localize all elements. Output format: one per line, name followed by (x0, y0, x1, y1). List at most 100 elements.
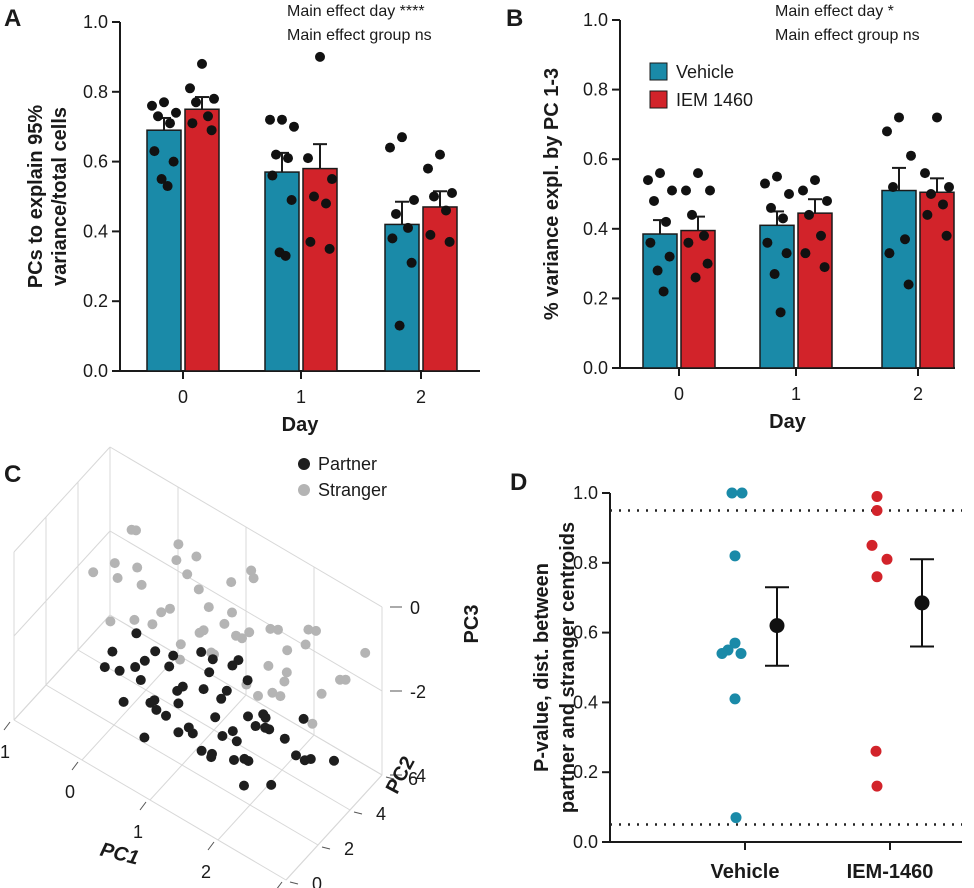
x-tick-mark (71, 761, 79, 771)
stranger-point (132, 562, 143, 573)
partner-point (196, 745, 207, 756)
stranger-point (273, 624, 283, 635)
partner-point (233, 655, 244, 666)
partner-point (164, 661, 175, 672)
data-point (168, 156, 179, 167)
y-tick-label: 2 (344, 839, 354, 859)
data-point (894, 112, 904, 123)
data-point (156, 174, 167, 185)
stranger-point (165, 603, 175, 614)
partner-point (266, 779, 277, 790)
data-point (705, 185, 715, 196)
partner-point (298, 713, 309, 724)
data-point (690, 272, 701, 283)
stranger-point (109, 558, 120, 569)
partner-point (168, 650, 179, 661)
stat-annotation: Main effect day **** (287, 3, 425, 20)
partner-point (196, 647, 207, 658)
stranger-point (171, 555, 182, 566)
data-point (667, 185, 677, 196)
partner-point (227, 726, 238, 737)
data-point (683, 237, 694, 248)
floor-grid-line (77, 649, 351, 811)
data-point (652, 265, 663, 276)
stranger-point (219, 618, 230, 629)
stranger-point (246, 565, 257, 576)
data-point (716, 648, 728, 660)
stranger-point (112, 573, 123, 583)
data-point (203, 111, 213, 122)
stranger-point (191, 551, 202, 562)
data-point (327, 174, 337, 185)
partner-point (217, 731, 228, 741)
data-point (185, 83, 195, 94)
partner-point (243, 711, 253, 722)
partner-point (204, 667, 215, 678)
partner-point (130, 662, 141, 673)
stranger-point (88, 567, 99, 578)
stranger-point (147, 619, 158, 630)
data-point (305, 236, 316, 247)
x-tick-mark (207, 841, 215, 851)
stat-annotation: Main effect group ns (287, 27, 432, 44)
data-point (397, 132, 407, 143)
data-point (784, 189, 794, 199)
floor-grid-line (13, 719, 287, 881)
data-point (798, 185, 808, 196)
data-point (409, 194, 419, 205)
data-point (736, 487, 748, 499)
y-tick-label: 0.4 (583, 219, 608, 239)
side-grid-line (13, 530, 111, 637)
data-point (778, 213, 788, 224)
y-tick-label: 0.2 (83, 291, 108, 311)
y-tick-label: 0.2 (573, 762, 598, 782)
bar (919, 191, 955, 369)
data-point (800, 248, 811, 259)
mean-point (914, 595, 930, 611)
data-point (926, 189, 936, 199)
stranger-point (129, 614, 140, 625)
partner-point (118, 696, 129, 707)
data-point (171, 107, 181, 118)
y-tick-label: 0.0 (583, 358, 608, 378)
y-tick-label: 0.2 (583, 288, 608, 308)
legend-swatch (649, 62, 668, 81)
partner-point (198, 684, 209, 695)
partner-point (183, 722, 194, 733)
stranger-point (105, 616, 116, 627)
data-point (447, 188, 457, 199)
partner-point (149, 695, 160, 706)
data-point (425, 229, 436, 240)
y-tick-label: 0.8 (83, 82, 108, 102)
data-point (693, 168, 703, 179)
y-tick-label: 0.0 (573, 832, 598, 852)
partner-point (239, 780, 249, 791)
x-tick-label: Vehicle (711, 861, 780, 883)
partner-point (207, 654, 218, 665)
floor-grid-line (45, 684, 319, 846)
data-point (882, 126, 892, 137)
data-point (303, 153, 313, 164)
data-point (871, 490, 883, 502)
data-point (661, 216, 671, 227)
partner-point (177, 681, 188, 692)
partner-point (131, 628, 142, 639)
data-point (403, 222, 413, 233)
data-point (941, 230, 952, 241)
floor-grid-line (217, 734, 315, 841)
data-point (206, 125, 217, 136)
y-axis-title: PCs to explain 95% variance/total cells (25, 105, 71, 289)
y-tick-label: 0.6 (583, 149, 608, 169)
y-axis-title-line: partner and stranger centroids (557, 522, 579, 813)
data-point (938, 199, 948, 210)
bar (146, 129, 182, 372)
data-point (888, 182, 898, 193)
data-point (435, 149, 445, 160)
stranger-point (203, 602, 214, 613)
stranger-point (227, 607, 237, 618)
data-point (406, 257, 417, 268)
data-point (906, 150, 916, 161)
x-tick-label: 0 (65, 782, 75, 802)
legend-marker (298, 458, 310, 470)
data-point (922, 209, 933, 220)
